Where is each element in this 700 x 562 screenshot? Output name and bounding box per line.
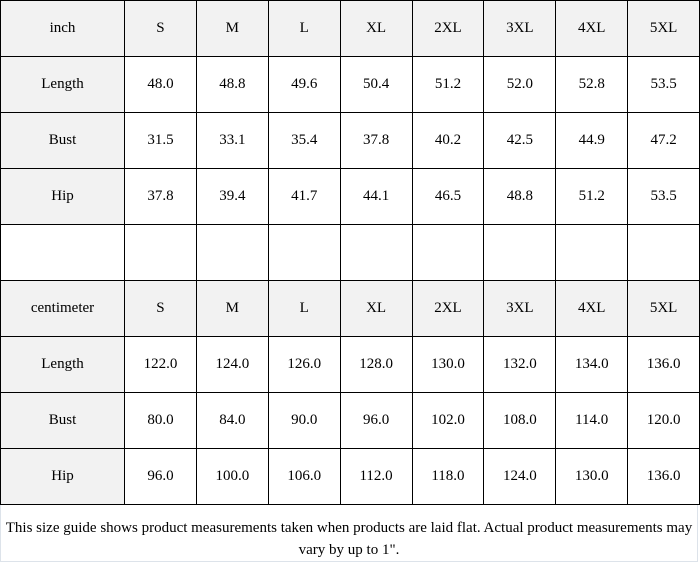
empty-cell: [195, 224, 269, 281]
size-header: 3XL: [483, 280, 557, 337]
table-row: Bust 80.0 84.0 90.0 96.0 102.0 108.0 114.0 120.0: [0, 392, 700, 449]
measurement-cell: 122.0: [124, 336, 197, 393]
size-header: S: [124, 0, 197, 57]
table-row: Hip 96.0 100.0 106.0 112.0 118.0 124.0 130.0 136…: [0, 448, 700, 505]
empty-cell: [483, 224, 557, 281]
row-label: Hip: [0, 168, 125, 225]
size-header: 5XL: [627, 0, 700, 57]
size-header: 2XL: [411, 0, 485, 57]
table-row: Hip 37.8 39.4 41.7 44.1 46.5 48.8 51.2 53.5: [0, 168, 700, 225]
measurement-cell: 50.4: [339, 56, 413, 113]
empty-cell: [124, 224, 197, 281]
measurement-cell: 37.8: [124, 168, 197, 225]
header-row: inch S M L XL 2XL 3XL 4XL 5XL: [0, 0, 700, 57]
size-header: M: [195, 280, 269, 337]
measurement-cell: 48.0: [124, 56, 197, 113]
size-header: 4XL: [555, 0, 629, 57]
measurement-cell: 48.8: [195, 56, 269, 113]
empty-cell: [627, 224, 700, 281]
measurement-cell: 44.9: [555, 112, 629, 169]
row-label: Bust: [0, 112, 125, 169]
measurement-cell: 132.0: [483, 336, 557, 393]
measurement-cell: 51.2: [411, 56, 485, 113]
measurement-cell: 136.0: [627, 336, 700, 393]
measurement-cell: 136.0: [627, 448, 700, 505]
measurement-cell: 40.2: [411, 112, 485, 169]
measurement-cell: 52.8: [555, 56, 629, 113]
measurement-cell: 52.0: [483, 56, 557, 113]
measurement-cell: 90.0: [267, 392, 341, 449]
size-header: 3XL: [483, 0, 557, 57]
measurement-cell: 96.0: [124, 448, 197, 505]
measurement-cell: 49.6: [267, 56, 341, 113]
measurement-cell: 47.2: [627, 112, 700, 169]
measurement-cell: 84.0: [195, 392, 269, 449]
table-row: Length 122.0 124.0 126.0 128.0 130.0 132.0 134.…: [0, 336, 700, 393]
measurement-cell: 96.0: [339, 392, 413, 449]
measurement-cell: 130.0: [555, 448, 629, 505]
empty-cell: [339, 224, 413, 281]
size-chart-table: inch S M L XL 2XL 3XL 4XL 5XL Length 48.0 48.8 49.6 5…: [0, 0, 700, 505]
measurement-cell: 130.0: [411, 336, 485, 393]
measurement-cell: 51.2: [555, 168, 629, 225]
size-header: XL: [339, 280, 413, 337]
measurement-cell: 42.5: [483, 112, 557, 169]
empty-cell: [555, 224, 629, 281]
unit-header: inch: [0, 0, 125, 57]
size-header: M: [195, 0, 269, 57]
size-header: 4XL: [555, 280, 629, 337]
measurement-cell: 106.0: [267, 448, 341, 505]
measurement-cell: 31.5: [124, 112, 197, 169]
row-label: Length: [0, 56, 125, 113]
measurement-cell: 80.0: [124, 392, 197, 449]
measurement-cell: 118.0: [411, 448, 485, 505]
empty-cell: [267, 224, 341, 281]
measurement-cell: 134.0: [555, 336, 629, 393]
measurement-cell: 39.4: [195, 168, 269, 225]
measurement-cell: 53.5: [627, 168, 700, 225]
measurement-cell: 41.7: [267, 168, 341, 225]
size-header: 2XL: [411, 280, 485, 337]
size-header: 5XL: [627, 280, 700, 337]
measurement-cell: 120.0: [627, 392, 700, 449]
measurement-cell: 46.5: [411, 168, 485, 225]
empty-cell: [411, 224, 485, 281]
size-header: L: [267, 0, 341, 57]
size-header: S: [124, 280, 197, 337]
measurement-cell: 35.4: [267, 112, 341, 169]
row-label: Hip: [0, 448, 125, 505]
size-header: XL: [339, 0, 413, 57]
measurement-cell: 102.0: [411, 392, 485, 449]
row-label: Bust: [0, 392, 125, 449]
measurement-cell: 33.1: [195, 112, 269, 169]
table-row: Bust 31.5 33.1 35.4 37.8 40.2 42.5 44.9 47.2: [0, 112, 700, 169]
spacer-row: [0, 224, 700, 281]
measurement-cell: 114.0: [555, 392, 629, 449]
unit-header: centimeter: [0, 280, 125, 337]
measurement-cell: 112.0: [339, 448, 413, 505]
measurement-cell: 48.8: [483, 168, 557, 225]
table-row: Length 48.0 48.8 49.6 50.4 51.2 52.0 52.8 53.5: [0, 56, 700, 113]
measurement-cell: 126.0: [267, 336, 341, 393]
measurement-cell: 124.0: [195, 336, 269, 393]
empty-cell: [0, 224, 125, 281]
row-label: Length: [0, 336, 125, 393]
header-row: centimeter S M L XL 2XL 3XL 4XL 5XL: [0, 280, 700, 337]
measurement-cell: 108.0: [483, 392, 557, 449]
size-guide-note: This size guide shows product measuremen…: [0, 505, 698, 562]
measurement-cell: 44.1: [339, 168, 413, 225]
measurement-cell: 124.0: [483, 448, 557, 505]
measurement-cell: 100.0: [195, 448, 269, 505]
measurement-cell: 37.8: [339, 112, 413, 169]
size-header: L: [267, 280, 341, 337]
measurement-cell: 128.0: [339, 336, 413, 393]
measurement-cell: 53.5: [627, 56, 700, 113]
